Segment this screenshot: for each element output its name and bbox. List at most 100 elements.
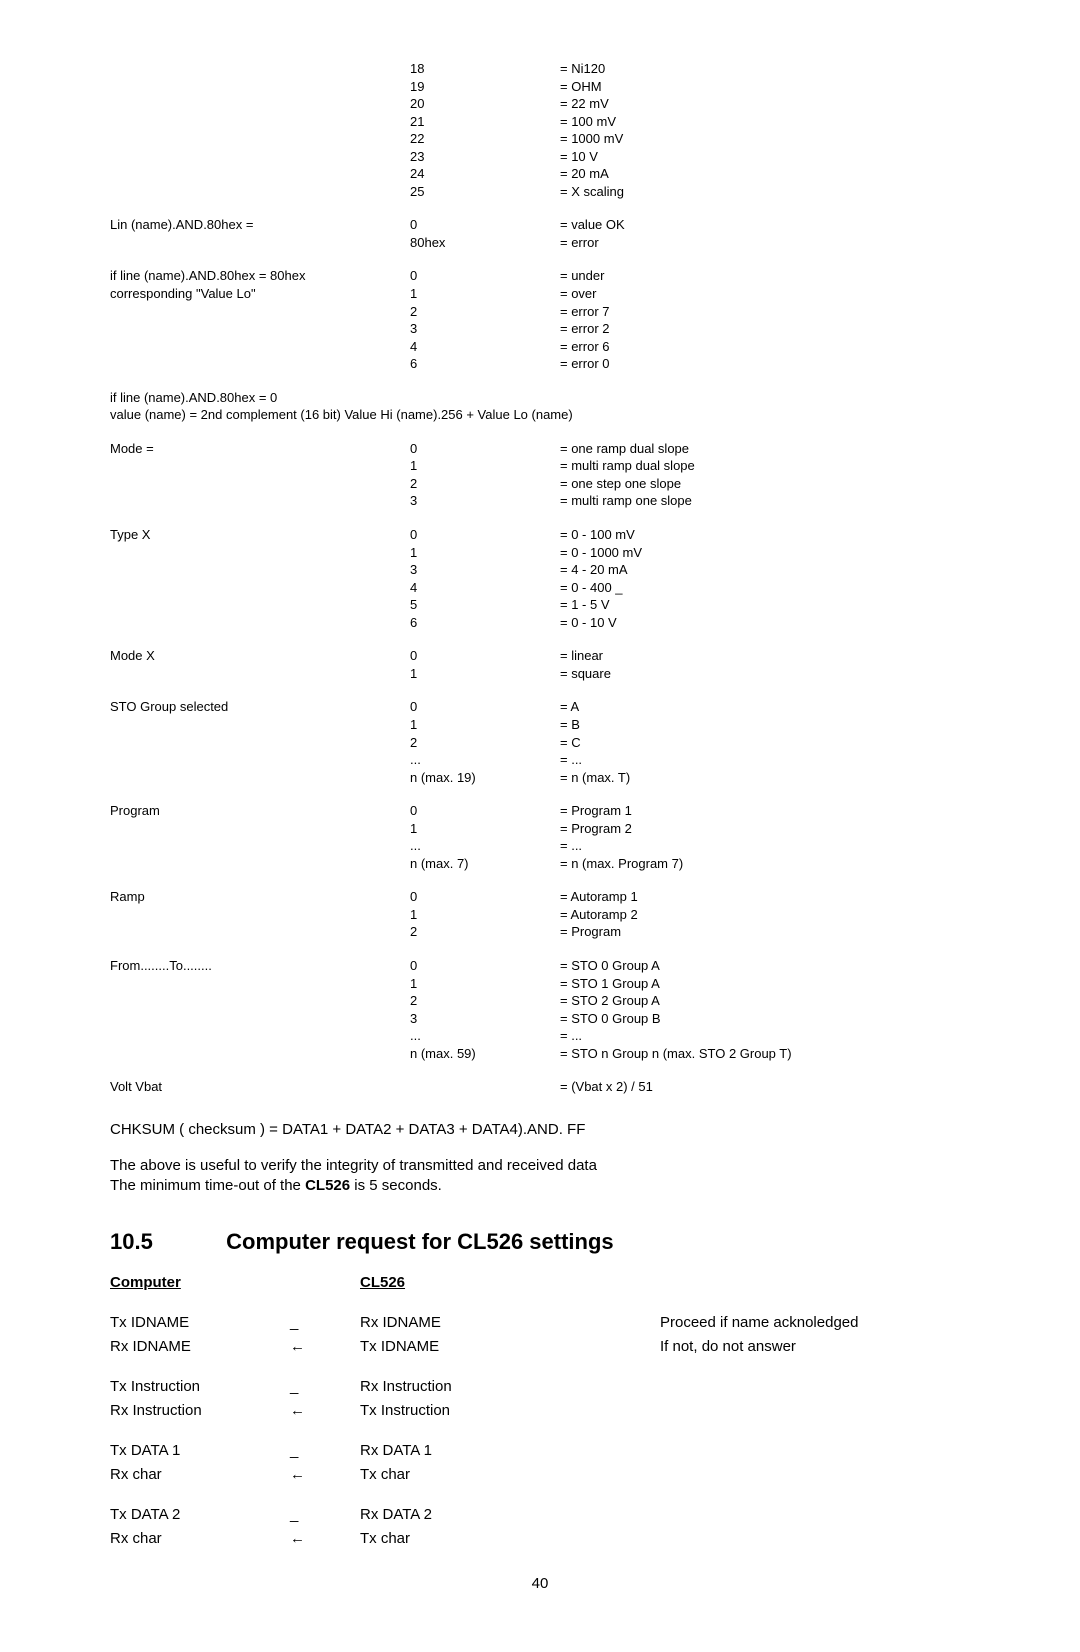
- c2: 1: [410, 975, 560, 993]
- b3b: If not, do not answer: [660, 1338, 796, 1355]
- c3: = 1 - 5 V: [560, 596, 970, 614]
- c2: n (max. 59): [410, 1045, 560, 1063]
- c1: [110, 165, 410, 183]
- c3: = STO 2 Group A: [560, 992, 970, 1010]
- col-header-right: CL526: [360, 1271, 970, 1295]
- b3: Rx Instruction: [360, 1375, 970, 1399]
- c1: Ramp: [110, 888, 410, 906]
- c1: [110, 320, 410, 338]
- c3: = error 6: [560, 338, 970, 356]
- c3: = n (max. T): [560, 769, 970, 787]
- c1: [110, 492, 410, 510]
- c3: = Autoramp 1: [560, 888, 970, 906]
- b3: Rx IDNAMEProceed if name acknoledged: [360, 1311, 970, 1335]
- c2: 4: [410, 579, 560, 597]
- c1: [110, 751, 410, 769]
- c1: [110, 975, 410, 993]
- c2: 4: [410, 338, 560, 356]
- c2: 80hex: [410, 234, 560, 252]
- b1: Rx char: [110, 1527, 290, 1551]
- c3: = multi ramp dual slope: [560, 457, 970, 475]
- b1: Tx DATA 2: [110, 1503, 290, 1527]
- c3: = Ni120: [560, 60, 970, 78]
- c1: [110, 1027, 410, 1045]
- volt-block: Volt Vbat= (Vbat x 2) / 51: [110, 1078, 970, 1096]
- c2: 19: [410, 78, 560, 96]
- ifline-block: if line (name).AND.80hex = 80hex0= under…: [110, 267, 970, 372]
- c2: 3: [410, 320, 560, 338]
- b2: _: [290, 1503, 360, 1527]
- c2: 0: [410, 647, 560, 665]
- c1: [110, 475, 410, 493]
- c1: [110, 716, 410, 734]
- c2: 1: [410, 820, 560, 838]
- c3: = Program 1: [560, 802, 970, 820]
- c3: = over: [560, 285, 970, 303]
- c1: [110, 734, 410, 752]
- c1: [110, 769, 410, 787]
- section-title-text: Computer request for CL526 settings: [226, 1229, 614, 1254]
- arrow-icon: ←: [290, 1335, 360, 1359]
- verify2a: The minimum time-out of the: [110, 1177, 305, 1194]
- b1: Tx Instruction: [110, 1375, 290, 1399]
- c3: = STO 0 Group A: [560, 957, 970, 975]
- c1: [110, 338, 410, 356]
- c1: [110, 78, 410, 96]
- verify2b: CL526: [305, 1177, 350, 1194]
- c1: [110, 1010, 410, 1028]
- c2: 22: [410, 130, 560, 148]
- b3b: Proceed if name acknoledged: [660, 1314, 858, 1331]
- c1: [110, 665, 410, 683]
- c3: = 10 V: [560, 148, 970, 166]
- c2: 2: [410, 992, 560, 1010]
- c1: [110, 837, 410, 855]
- c3: = STO 1 Group A: [560, 975, 970, 993]
- c2: 5: [410, 596, 560, 614]
- arrow-icon: ←: [290, 1527, 360, 1551]
- section-heading: 10.5 Computer request for CL526 settings: [110, 1229, 970, 1255]
- c3: = C: [560, 734, 970, 752]
- chksum-line: CHKSUM ( checksum ) = DATA1 + DATA2 + DA…: [110, 1120, 970, 1140]
- c2: 0: [410, 698, 560, 716]
- c3: = 4 - 20 mA: [560, 561, 970, 579]
- group-1: Tx Instruction_Rx Instruction Rx Instruc…: [110, 1375, 970, 1423]
- c3: = ...: [560, 1027, 970, 1045]
- c3: = error: [560, 234, 970, 252]
- c1: if line (name).AND.80hex = 80hex: [110, 267, 410, 285]
- c3: = 0 - 100 mV: [560, 526, 970, 544]
- c1: Mode X: [110, 647, 410, 665]
- verify-line1: The above is useful to verify the integr…: [110, 1156, 970, 1176]
- lin-block: Lin (name).AND.80hex =0= value OK 80hex=…: [110, 216, 970, 251]
- c3: = STO n Group n (max. STO 2 Group T): [560, 1045, 970, 1063]
- c1: [110, 183, 410, 201]
- verify2c: is 5 seconds.: [350, 1177, 442, 1194]
- verify-line2: The minimum time-out of the CL526 is 5 s…: [110, 1176, 970, 1196]
- c3: = n (max. Program 7): [560, 855, 970, 873]
- c2: 20: [410, 95, 560, 113]
- modex-block: Mode X0= linear 1= square: [110, 647, 970, 682]
- c3: = ...: [560, 751, 970, 769]
- c2: 23: [410, 148, 560, 166]
- c3: = one step one slope: [560, 475, 970, 493]
- c3: = X scaling: [560, 183, 970, 201]
- c1: [110, 457, 410, 475]
- c3: = error 2: [560, 320, 970, 338]
- top-block: 18= Ni120 19= OHM 20= 22 mV 21= 100 mV 2…: [110, 60, 970, 200]
- c1: [110, 544, 410, 562]
- b3: Tx char: [360, 1463, 970, 1487]
- fromto-block: From........To........0= STO 0 Group A 1…: [110, 957, 970, 1062]
- c2: 3: [410, 561, 560, 579]
- column-headers: Computer CL526: [110, 1271, 970, 1295]
- c2: 2: [410, 923, 560, 941]
- c2: 2: [410, 475, 560, 493]
- c3: = A: [560, 698, 970, 716]
- c1: [110, 95, 410, 113]
- c1: [110, 820, 410, 838]
- c2: 1: [410, 544, 560, 562]
- c3: = 0 - 1000 mV: [560, 544, 970, 562]
- arrow-icon: ←: [290, 1399, 360, 1423]
- c3: = linear: [560, 647, 970, 665]
- c2: 0: [410, 267, 560, 285]
- c3: = B: [560, 716, 970, 734]
- c1: [110, 113, 410, 131]
